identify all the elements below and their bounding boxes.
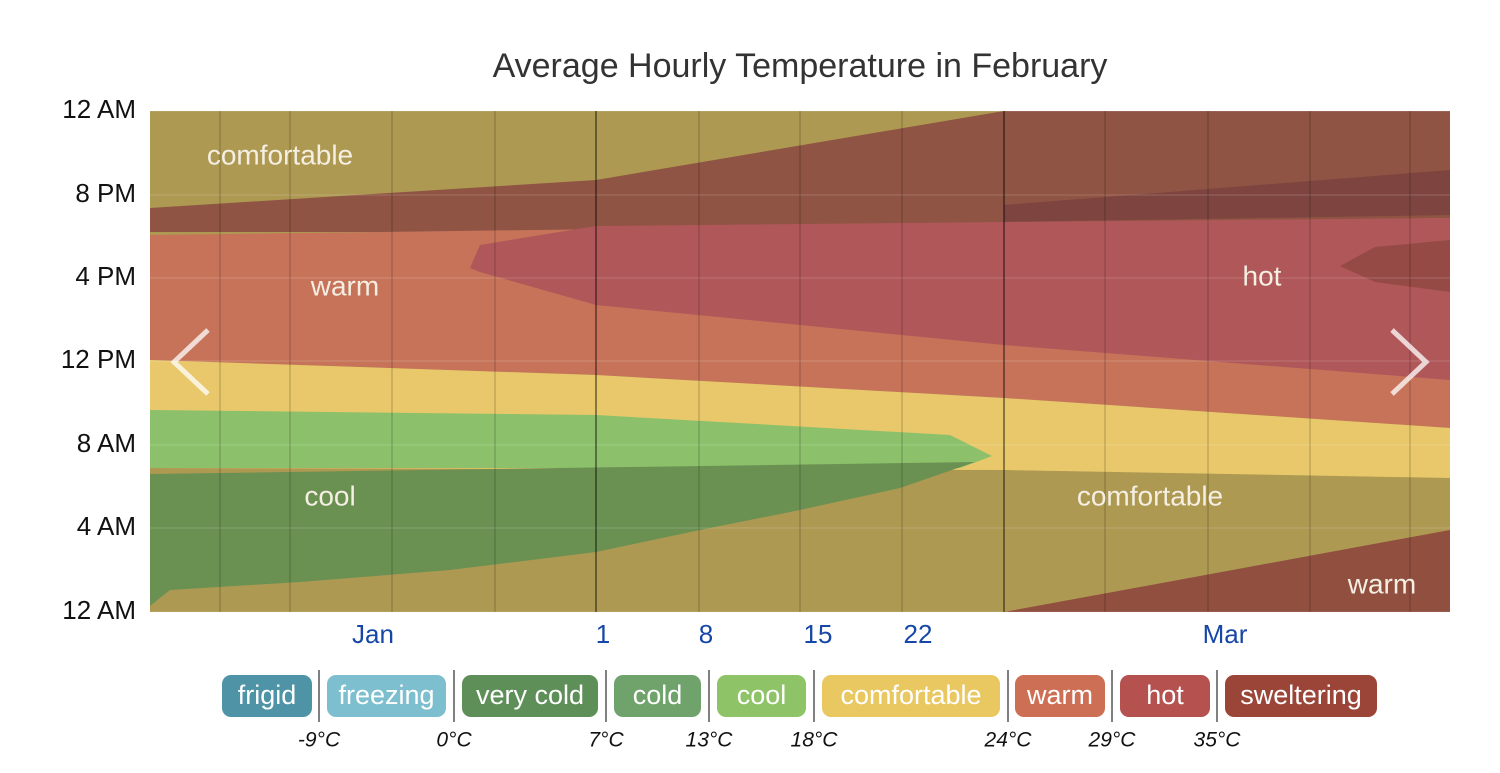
x-tick-label: 22 [904,619,933,649]
y-tick-label: 8 AM [77,428,136,458]
region [1004,170,1450,222]
threshold-label: 7°C [588,729,624,752]
plot-area [150,110,1450,613]
y-tick-label: 12 AM [62,595,136,625]
legend-label: warm [1026,680,1093,710]
legend-label: frigid [238,680,297,710]
prev-arrow[interactable] [170,328,210,396]
region-label: warm [310,270,379,301]
legend-swatch [614,675,701,717]
chart-title: Average Hourly Temperature in February [493,47,1108,85]
y-tick-label: 8 PM [75,178,136,208]
threshold-label: 18°C [791,729,839,752]
region-label: warm [1347,568,1416,599]
x-tick-label: Mar [1203,619,1248,649]
legend-label: cool [737,680,787,710]
legend-swatch [717,675,806,717]
region [150,410,992,468]
region [470,218,1450,380]
y-tick-label: 4 AM [77,511,136,541]
legend-swatch [1120,675,1210,717]
legend-label: cold [633,680,683,710]
region-label: hot [1243,260,1282,291]
legend-label: hot [1146,680,1184,710]
region [150,462,975,606]
threshold-label: 35°C [1194,729,1242,752]
legend-label: very cold [476,680,584,710]
x-tick-label: 8 [699,619,713,649]
region-label: cool [304,480,355,511]
x-tick-label: 15 [804,619,833,649]
legend-swatch [222,675,312,717]
threshold-label: -9°C [298,729,341,752]
threshold-label: 0°C [436,729,472,752]
threshold-label: 24°C [984,729,1033,752]
x-tick-label: Jan [352,619,394,649]
legend-swatch [1225,675,1377,717]
region-label: comfortable [207,139,353,170]
y-tick-label: 12 AM [62,94,136,124]
x-tick-label: 1 [596,619,610,649]
legend-label: comfortable [840,680,981,710]
legend-swatch [462,675,598,717]
legend-swatch [327,675,446,717]
y-tick-label: 4 PM [75,261,136,291]
threshold-label: 29°C [1088,729,1137,752]
legend-swatch [822,675,1000,717]
y-tick-label: 12 PM [61,344,136,374]
next-arrow[interactable] [1390,328,1430,396]
legend-label: freezing [338,680,434,710]
legend-label: sweltering [1240,680,1362,710]
region [1004,530,1450,612]
legend-swatch [1015,675,1105,717]
region-label: comfortable [1077,480,1223,511]
region [1340,240,1450,292]
threshold-label: 13°C [686,729,734,752]
